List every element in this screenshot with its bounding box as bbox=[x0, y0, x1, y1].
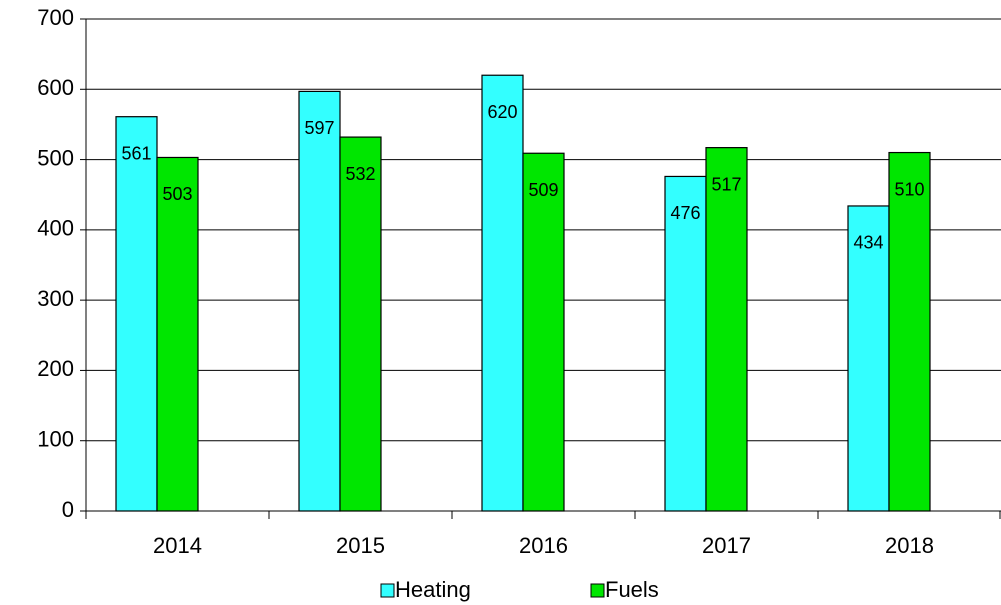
data-label: 517 bbox=[711, 174, 741, 194]
y-tick-label: 200 bbox=[37, 356, 74, 381]
y-tick-label: 700 bbox=[37, 5, 74, 30]
y-tick-label: 300 bbox=[37, 286, 74, 311]
data-label: 510 bbox=[894, 179, 924, 199]
x-tick-label: 2017 bbox=[702, 533, 751, 558]
data-label: 620 bbox=[487, 102, 517, 122]
y-tick-label: 500 bbox=[37, 145, 74, 170]
y-tick-label: 600 bbox=[37, 75, 74, 100]
bar bbox=[664, 175, 707, 512]
data-label: 532 bbox=[345, 164, 375, 184]
legend-label: Heating bbox=[395, 577, 471, 602]
bar bbox=[481, 74, 524, 512]
data-label: 597 bbox=[304, 118, 334, 138]
x-tick-label: 2014 bbox=[153, 533, 202, 558]
bar bbox=[298, 90, 341, 512]
bar bbox=[156, 156, 199, 512]
bar bbox=[705, 147, 748, 512]
data-label: 434 bbox=[853, 233, 883, 253]
bar bbox=[888, 151, 931, 512]
data-label: 561 bbox=[121, 143, 151, 163]
y-tick-label: 0 bbox=[62, 497, 74, 522]
legend-swatch bbox=[590, 583, 605, 598]
data-label: 509 bbox=[528, 180, 558, 200]
legend-swatch bbox=[380, 583, 395, 598]
bar bbox=[115, 116, 158, 512]
bar bbox=[339, 136, 382, 512]
legend-label: Fuels bbox=[605, 577, 659, 602]
y-tick-label: 400 bbox=[37, 216, 74, 241]
bar bbox=[522, 152, 565, 512]
data-label: 503 bbox=[162, 184, 192, 204]
x-tick-label: 2018 bbox=[885, 533, 934, 558]
y-tick-label: 100 bbox=[37, 427, 74, 452]
x-tick-label: 2015 bbox=[336, 533, 385, 558]
x-tick-label: 2016 bbox=[519, 533, 568, 558]
data-label: 476 bbox=[670, 203, 700, 223]
